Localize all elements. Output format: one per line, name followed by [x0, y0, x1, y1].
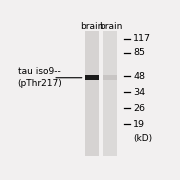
Bar	[103, 31, 117, 156]
Bar	[85, 75, 99, 80]
Bar	[103, 75, 117, 80]
Text: 19: 19	[133, 120, 145, 129]
Text: 34: 34	[133, 88, 145, 97]
Text: 48: 48	[133, 72, 145, 81]
Text: 85: 85	[133, 48, 145, 57]
Bar	[85, 31, 99, 156]
Text: brain: brain	[81, 22, 104, 31]
Text: (kD): (kD)	[133, 134, 152, 143]
Text: 117: 117	[133, 34, 151, 43]
Text: tau iso9--
(pThr217): tau iso9-- (pThr217)	[17, 67, 62, 88]
Text: brain: brain	[99, 22, 122, 31]
Text: 26: 26	[133, 104, 145, 113]
